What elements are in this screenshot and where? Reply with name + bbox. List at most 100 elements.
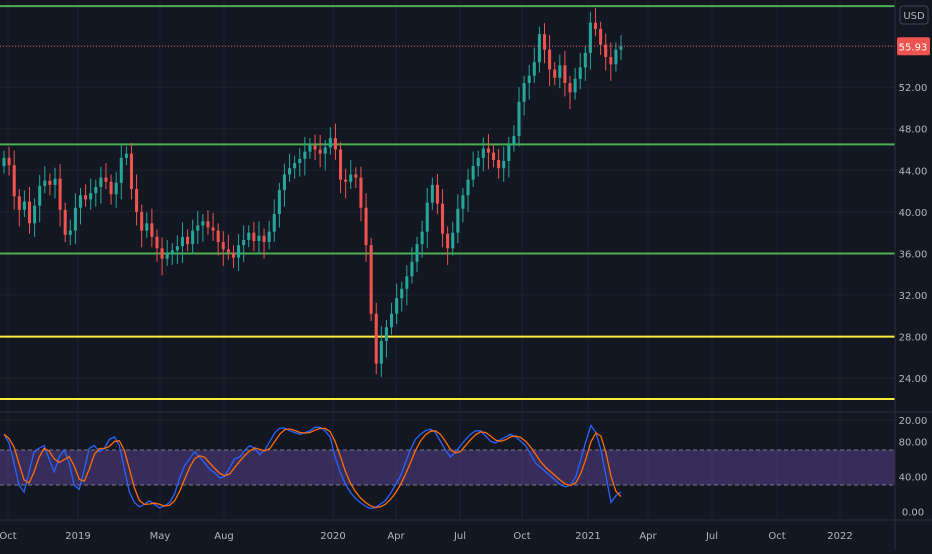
candle[interactable]: [578, 52, 582, 90]
candle[interactable]: [84, 184, 88, 207]
candle[interactable]: [440, 189, 445, 248]
candle[interactable]: [542, 23, 547, 64]
candle[interactable]: [522, 75, 526, 116]
candle[interactable]: [558, 54, 562, 89]
candle[interactable]: [369, 237, 373, 322]
candle[interactable]: [451, 221, 455, 256]
candle[interactable]: [150, 208, 154, 248]
candle[interactable]: [109, 174, 113, 205]
candle[interactable]: [384, 320, 388, 358]
candle[interactable]: [328, 127, 332, 155]
candle[interactable]: [481, 137, 485, 172]
candle[interactable]: [247, 225, 251, 248]
candle[interactable]: [165, 239, 169, 266]
candle[interactable]: [114, 171, 118, 208]
candle[interactable]: [466, 168, 470, 212]
candle[interactable]: [155, 229, 159, 262]
candle[interactable]: [226, 234, 230, 260]
stochastic-oscillator-pane[interactable]: [0, 411, 932, 510]
candle[interactable]: [333, 123, 337, 160]
candle[interactable]: [104, 163, 108, 190]
candle[interactable]: [211, 212, 215, 242]
price-candles[interactable]: [2, 8, 623, 378]
candle[interactable]: [145, 212, 149, 238]
candle[interactable]: [461, 187, 465, 223]
candle[interactable]: [614, 42, 618, 72]
candle[interactable]: [599, 21, 603, 55]
candle[interactable]: [364, 193, 368, 262]
candle[interactable]: [486, 133, 490, 170]
support-resistance-lines[interactable]: [0, 5, 895, 401]
stochastic-d-line[interactable]: [3, 427, 622, 509]
candle[interactable]: [22, 190, 26, 218]
candle[interactable]: [140, 204, 144, 248]
candle[interactable]: [2, 150, 6, 174]
candle[interactable]: [619, 35, 623, 61]
candle[interactable]: [288, 153, 292, 182]
candle[interactable]: [563, 50, 567, 97]
stochastic-k-line[interactable]: [3, 424, 622, 510]
candle[interactable]: [339, 142, 343, 194]
candle[interactable]: [308, 138, 312, 159]
candle[interactable]: [420, 220, 424, 258]
candle[interactable]: [38, 174, 42, 223]
candle[interactable]: [33, 198, 37, 237]
candle[interactable]: [349, 159, 353, 190]
candle[interactable]: [196, 210, 200, 245]
candle[interactable]: [491, 145, 496, 168]
candle[interactable]: [497, 149, 501, 179]
candle[interactable]: [303, 137, 307, 176]
candle[interactable]: [446, 226, 450, 265]
candle[interactable]: [277, 182, 281, 228]
candle[interactable]: [609, 42, 613, 81]
candle[interactable]: [476, 150, 480, 177]
candle[interactable]: [573, 67, 577, 100]
candle[interactable]: [58, 164, 62, 227]
candle[interactable]: [242, 225, 246, 262]
candle[interactable]: [502, 146, 506, 182]
candle[interactable]: [124, 146, 128, 166]
candle[interactable]: [12, 150, 16, 210]
candle[interactable]: [400, 281, 404, 312]
candle[interactable]: [201, 213, 205, 243]
candle[interactable]: [119, 143, 123, 200]
candle[interactable]: [48, 173, 52, 196]
candle[interactable]: [27, 186, 32, 234]
candle[interactable]: [548, 35, 552, 87]
candle[interactable]: [191, 219, 195, 255]
candle[interactable]: [425, 187, 429, 249]
candle[interactable]: [379, 326, 383, 378]
candle[interactable]: [135, 174, 139, 226]
candle[interactable]: [527, 64, 531, 100]
candle[interactable]: [583, 45, 587, 81]
candle[interactable]: [517, 87, 521, 147]
candle[interactable]: [471, 151, 475, 187]
candle[interactable]: [89, 178, 93, 210]
candle[interactable]: [568, 75, 572, 109]
candle[interactable]: [390, 302, 394, 335]
candle[interactable]: [405, 265, 409, 306]
candle[interactable]: [237, 234, 241, 272]
candle[interactable]: [160, 237, 164, 276]
candle[interactable]: [262, 228, 266, 259]
candle[interactable]: [344, 168, 348, 199]
candle[interactable]: [298, 147, 302, 177]
candle[interactable]: [318, 134, 322, 168]
candle[interactable]: [604, 33, 608, 71]
candle[interactable]: [593, 8, 598, 37]
candle[interactable]: [415, 236, 419, 273]
candle[interactable]: [221, 231, 225, 266]
candle[interactable]: [53, 167, 57, 199]
candle[interactable]: [129, 142, 134, 200]
candle[interactable]: [17, 189, 21, 227]
candle[interactable]: [252, 221, 256, 252]
candle[interactable]: [456, 194, 460, 244]
candle[interactable]: [267, 220, 271, 250]
candle[interactable]: [588, 11, 592, 70]
candle[interactable]: [512, 125, 516, 152]
candle[interactable]: [99, 166, 103, 204]
candle[interactable]: [313, 134, 317, 160]
currency-badge[interactable]: [899, 5, 929, 25]
